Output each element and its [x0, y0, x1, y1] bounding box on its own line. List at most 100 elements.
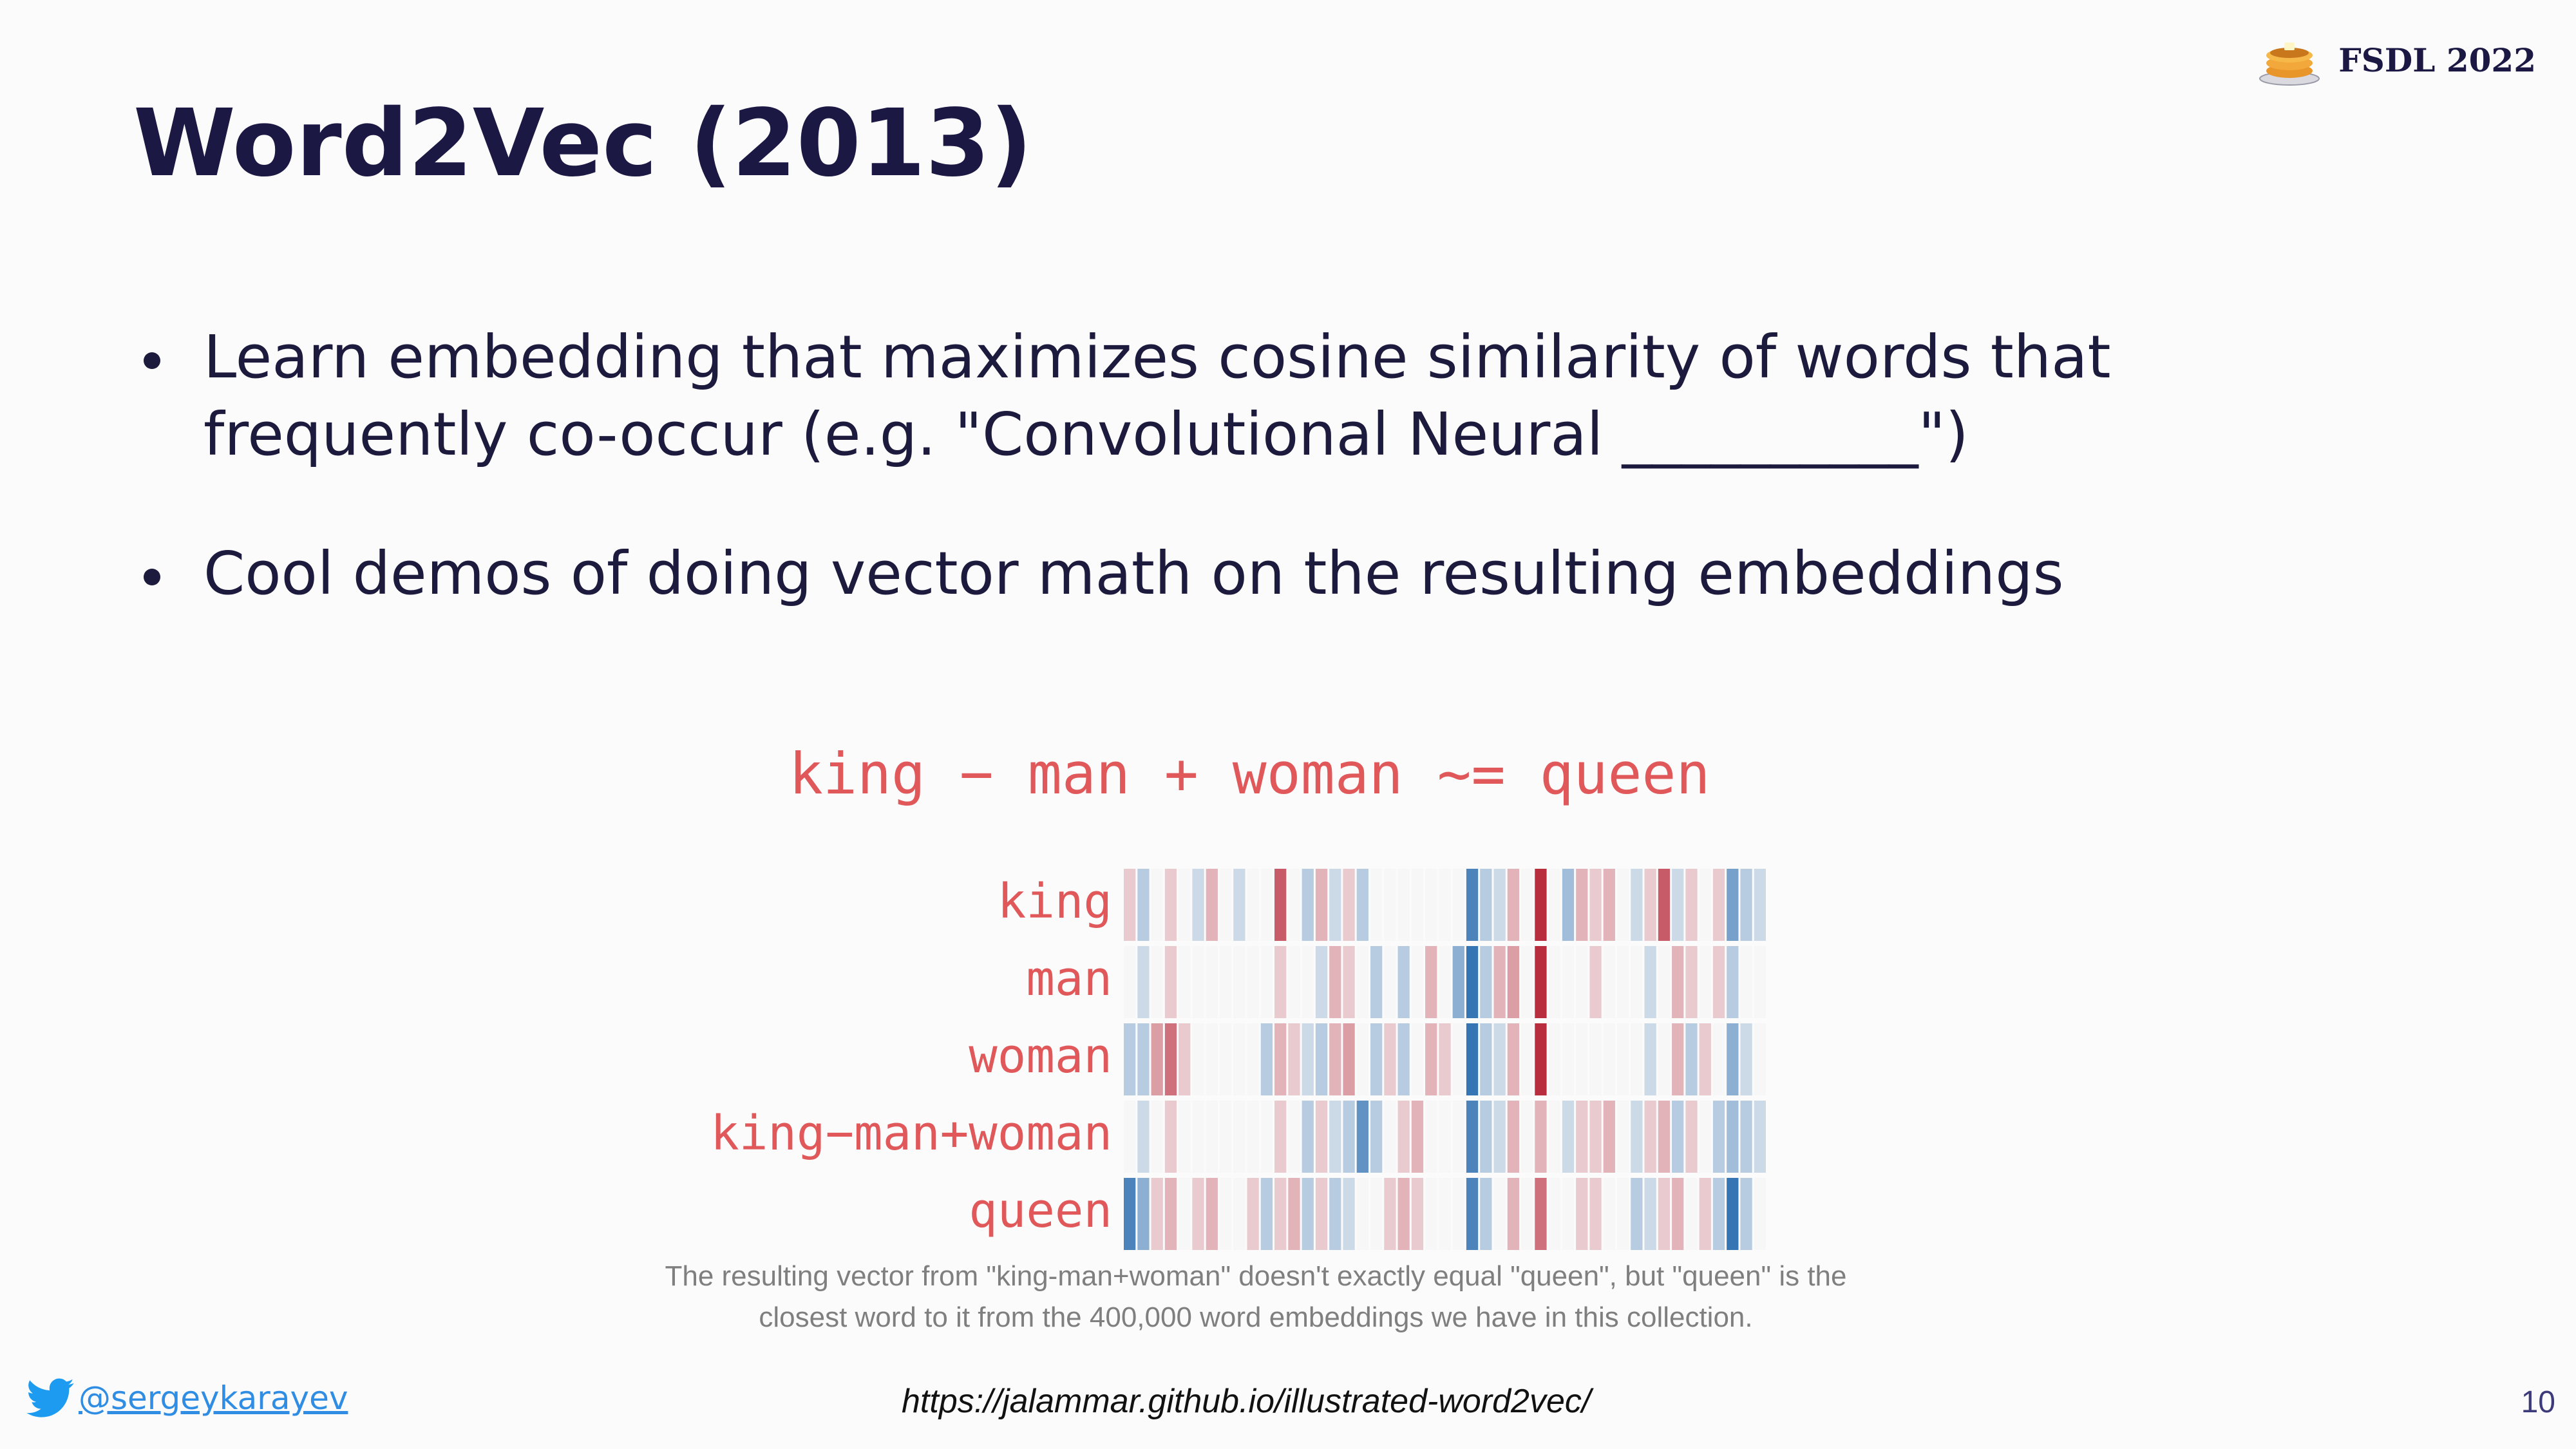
heatmap-cell — [1302, 1178, 1314, 1250]
heatmap-cell — [1699, 869, 1711, 941]
heatmap-cell — [1260, 1178, 1273, 1250]
heatmap-cell — [1658, 1023, 1671, 1095]
heatmap-cell — [1631, 1178, 1643, 1250]
heatmap-cell — [1466, 946, 1479, 1018]
source-url[interactable]: https://jalammar.github.io/illustrated-w… — [902, 1383, 1591, 1420]
heatmap-cell — [1480, 1178, 1492, 1250]
heatmap-cell — [1644, 1178, 1656, 1250]
heatmap-cell — [1384, 869, 1396, 941]
heatmap-cell — [1192, 1101, 1204, 1173]
heatmap-cell — [1589, 1101, 1602, 1173]
heatmap-cell — [1616, 869, 1629, 941]
heatmap-cell — [1151, 1023, 1163, 1095]
heatmap-cell — [1192, 1023, 1204, 1095]
heatmap-cell — [1219, 1101, 1232, 1173]
heatmap-cell — [1151, 869, 1163, 941]
heatmap-cell — [1356, 946, 1368, 1018]
twitter-handle[interactable]: @sergeykarayev — [27, 1378, 348, 1418]
heatmap-row-label: queen — [969, 1183, 1112, 1238]
heatmap-cell — [1151, 1101, 1163, 1173]
heatmap-cell — [1356, 869, 1368, 941]
heatmap-cell — [1439, 1101, 1451, 1173]
heatmap-cell — [1644, 946, 1656, 1018]
twitter-handle-link[interactable]: @sergeykarayev — [79, 1379, 348, 1417]
heatmap-cell — [1370, 1101, 1383, 1173]
heatmap-cell — [1137, 1101, 1150, 1173]
heatmap-cell — [1288, 1101, 1300, 1173]
heatmap-cell — [1521, 1178, 1533, 1250]
heatmap-cell — [1439, 946, 1451, 1018]
heatmap-cell — [1644, 869, 1656, 941]
heatmap-cell — [1507, 946, 1520, 1018]
heatmap-cell — [1151, 946, 1163, 1018]
heatmap-cell — [1329, 1178, 1341, 1250]
heatmap-cell — [1576, 1178, 1588, 1250]
heatmap-cell — [1740, 946, 1752, 1018]
heatmap-cell — [1151, 1178, 1163, 1250]
heatmap-cell — [1603, 1101, 1615, 1173]
heatmap-cell — [1288, 869, 1300, 941]
heatmap-cell — [1425, 946, 1437, 1018]
heatmap-cell — [1384, 1178, 1396, 1250]
heatmap-cell — [1329, 946, 1341, 1018]
heatmap-cell — [1672, 869, 1684, 941]
heatmap-cell — [1206, 1023, 1218, 1095]
heatmap-cell — [1411, 946, 1424, 1018]
heatmap-cell — [1247, 1023, 1259, 1095]
heatmap-cell — [1137, 869, 1150, 941]
heatmap-cell — [1672, 946, 1684, 1018]
heatmap-cell — [1466, 1023, 1479, 1095]
heatmap-cell — [1658, 869, 1671, 941]
heatmap-cell — [1631, 946, 1643, 1018]
heatmap-cell — [1631, 1101, 1643, 1173]
heatmap-cell — [1493, 946, 1506, 1018]
heatmap-cell — [1452, 869, 1464, 941]
heatmap-cell — [1452, 1178, 1464, 1250]
heatmap-cell — [1219, 1023, 1232, 1095]
heatmap-cell — [1411, 1178, 1424, 1250]
heatmap-cell — [1274, 1101, 1287, 1173]
heatmap-cell — [1274, 946, 1287, 1018]
heatmap-cell — [1616, 1023, 1629, 1095]
vector-equation: king − man + woman ~= queen — [789, 741, 1710, 807]
heatmap-cell — [1712, 946, 1725, 1018]
heatmap-cell — [1356, 1101, 1368, 1173]
heatmap-cell — [1233, 1178, 1245, 1250]
heatmap-cell — [1425, 869, 1437, 941]
heatmap-cell — [1699, 1178, 1711, 1250]
heatmap-cell — [1548, 869, 1560, 941]
heatmap-cell — [1329, 1023, 1341, 1095]
heatmap-cell — [1233, 946, 1245, 1018]
heatmap-cell — [1507, 1023, 1520, 1095]
heatmap-cell — [1219, 946, 1232, 1018]
heatmap-cell — [1548, 1023, 1560, 1095]
heatmap-cell — [1452, 1101, 1464, 1173]
heatmap-cell — [1562, 869, 1575, 941]
heatmap-cell — [1548, 946, 1560, 1018]
heatmap-cell — [1603, 1023, 1615, 1095]
heatmap-cell — [1727, 1023, 1739, 1095]
heatmap-cell — [1343, 869, 1355, 941]
heatmap-cell — [1397, 946, 1410, 1018]
heatmap-cell — [1589, 869, 1602, 941]
heatmap-cell — [1644, 1023, 1656, 1095]
heatmap-cell — [1384, 946, 1396, 1018]
heatmap-cell — [1576, 946, 1588, 1018]
heatmap-cell — [1315, 869, 1328, 941]
heatmap-cell — [1425, 1023, 1437, 1095]
heatmap-cell — [1260, 1023, 1273, 1095]
heatmap-cell — [1589, 1023, 1602, 1095]
heatmap-cell — [1466, 1178, 1479, 1250]
heatmap-cell — [1644, 1101, 1656, 1173]
heatmap-cell — [1164, 946, 1177, 1018]
pancakes-icon — [2259, 43, 2320, 86]
heatmap-cell — [1685, 1101, 1698, 1173]
heatmap-cell — [1288, 1023, 1300, 1095]
heatmap-cell — [1589, 1178, 1602, 1250]
heatmap-cell — [1740, 1101, 1752, 1173]
heatmap-cell — [1206, 1178, 1218, 1250]
heatmap-cell — [1493, 1178, 1506, 1250]
heatmap-cell — [1672, 1023, 1684, 1095]
heatmap-cell — [1576, 1101, 1588, 1173]
heatmap-cell — [1658, 1178, 1671, 1250]
